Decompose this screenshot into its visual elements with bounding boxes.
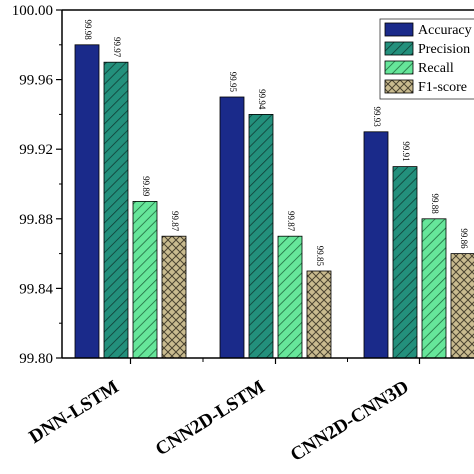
y-tick-label: 99.84: [19, 281, 53, 297]
data-label: 99.97: [112, 37, 122, 58]
data-label: 99.87: [170, 211, 180, 232]
x-category-label: CNN2D-CNN3D: [287, 376, 413, 465]
data-label: 99.93: [372, 107, 382, 128]
legend-swatch-recall: [384, 60, 414, 75]
legend-label: Precision: [418, 42, 470, 57]
legend-swatch-f1-score: [384, 79, 414, 94]
y-tick-label: 99.88: [19, 212, 53, 228]
legend-swatch-accuracy: [384, 22, 414, 37]
legend-label: Recall: [418, 61, 454, 76]
y-tick-label: 100.00: [12, 3, 53, 19]
y-axis: 99.80 99.84 99.88 99.92 99.96 100.00: [12, 3, 474, 367]
data-label: 99.94: [257, 89, 267, 110]
bar-precision-1: [248, 114, 274, 358]
y-tick-label: 99.80: [19, 351, 53, 367]
data-label: 99.91: [401, 141, 411, 161]
data-label: 99.88: [430, 194, 440, 215]
bar-precision-2: [392, 166, 418, 358]
bar-accuracy-1: [219, 96, 245, 358]
data-label: 99.87: [286, 211, 296, 232]
legend-label: Accuracy: [418, 23, 472, 38]
x-axis: DNN-LSTM CNN2D-LSTM CNN2D-CNN3D: [26, 357, 474, 466]
x-category-label: DNN-LSTM: [26, 376, 123, 448]
bar-accuracy-2: [363, 131, 389, 358]
bar-f1-score-0: [161, 235, 187, 358]
legend: Accuracy Precision Recall F1-score: [379, 18, 474, 100]
bar-recall-2: [421, 218, 447, 358]
data-labels-layer: 99.98 99.97 99.89 99.87 99.95 99.94 99.87 99.85…: [83, 20, 469, 267]
bar-f1-score-1: [306, 270, 332, 358]
bar-recall-0: [132, 200, 158, 358]
data-label: 99.89: [141, 176, 151, 197]
x-category-label: CNN2D-LSTM: [152, 376, 269, 460]
y-tick-label: 99.96: [19, 73, 53, 89]
bars-layer: [74, 44, 474, 358]
legend-swatch-precision: [384, 41, 414, 56]
legend-label: F1-score: [418, 80, 467, 95]
bar-f1-score-2: [450, 253, 474, 358]
data-label: 99.98: [83, 20, 93, 41]
bar-accuracy-0: [74, 44, 100, 358]
bar-precision-0: [103, 61, 129, 358]
bar-recall-1: [277, 235, 303, 358]
y-tick-label: 99.92: [19, 142, 53, 158]
data-label: 99.86: [459, 228, 469, 249]
data-label: 99.85: [315, 246, 325, 267]
data-label: 99.95: [228, 72, 238, 93]
